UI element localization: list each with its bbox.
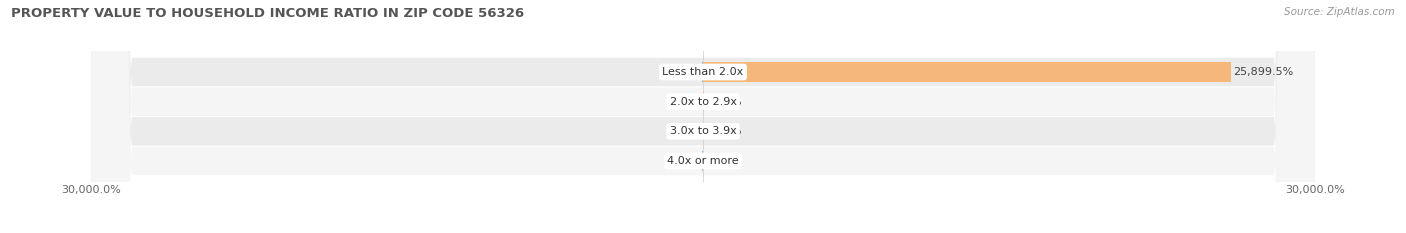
Text: 3.0x to 3.9x: 3.0x to 3.9x bbox=[669, 126, 737, 136]
FancyBboxPatch shape bbox=[91, 0, 1315, 233]
Text: 18.4%: 18.4% bbox=[665, 97, 700, 107]
Text: PROPERTY VALUE TO HOUSEHOLD INCOME RATIO IN ZIP CODE 56326: PROPERTY VALUE TO HOUSEHOLD INCOME RATIO… bbox=[11, 7, 524, 20]
Text: 21.6%: 21.6% bbox=[665, 126, 700, 136]
Text: 25.5%: 25.5% bbox=[665, 67, 700, 77]
Text: 2.0x to 2.9x: 2.0x to 2.9x bbox=[669, 97, 737, 107]
Text: 33.7%: 33.7% bbox=[665, 156, 700, 166]
Text: Less than 2.0x: Less than 2.0x bbox=[662, 67, 744, 77]
Text: 10.2%: 10.2% bbox=[706, 156, 741, 166]
Text: Source: ZipAtlas.com: Source: ZipAtlas.com bbox=[1284, 7, 1395, 17]
Bar bbox=[703, 62, 1232, 82]
Text: 22.3%: 22.3% bbox=[706, 126, 741, 136]
Text: 25,899.5%: 25,899.5% bbox=[1233, 67, 1294, 77]
FancyBboxPatch shape bbox=[91, 0, 1315, 233]
FancyBboxPatch shape bbox=[91, 0, 1315, 233]
Text: 43.8%: 43.8% bbox=[706, 97, 742, 107]
Text: 4.0x or more: 4.0x or more bbox=[668, 156, 738, 166]
FancyBboxPatch shape bbox=[91, 0, 1315, 233]
